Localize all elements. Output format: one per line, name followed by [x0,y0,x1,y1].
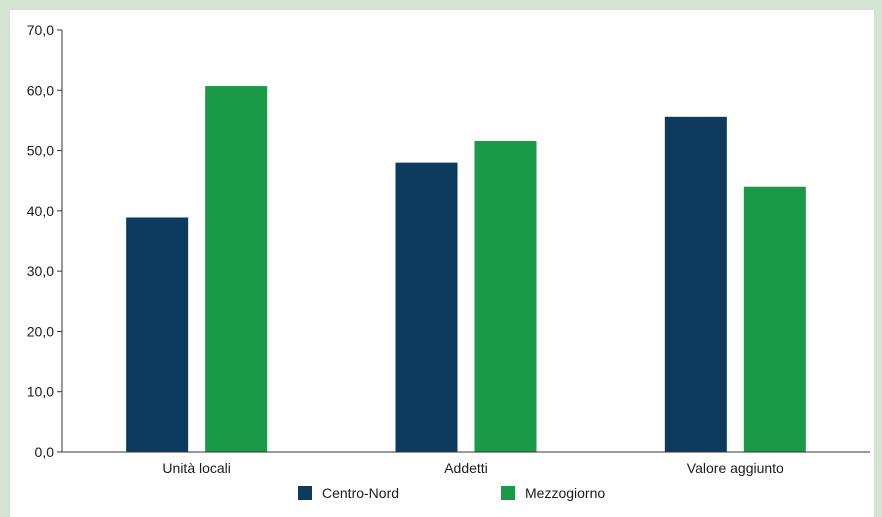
bar-centro-nord-2 [395,162,458,452]
bar-centro-nord-1 [126,217,189,452]
legend: Centro-Nord Mezzogiorno [298,485,605,501]
bar-mezzogiorno-3 [743,186,806,452]
y-axis: 0,0 10,0 20,0 30,0 40,0 50,0 60,0 70,0 [27,22,63,460]
y-tick-label: 40,0 [27,203,54,219]
bar-mezzogiorno-2 [474,140,537,452]
y-tick-label: 10,0 [27,384,54,400]
y-tick-label: 20,0 [27,323,54,339]
y-tick-label: 70,0 [27,22,54,38]
chart-panel: 0,0 10,0 20,0 30,0 40,0 50,0 60,0 70,0 Unità lo… [10,10,874,517]
x-category-label: Valore aggiunto [687,460,784,476]
legend-label: Mezzogiorno [525,485,605,501]
bar-mezzogiorno-1 [205,86,268,453]
bars [126,86,806,453]
x-category-label: Addetti [444,460,488,476]
x-category-label: Unità locali [162,460,230,476]
y-tick-label: 50,0 [27,143,54,159]
bar-chart: 0,0 10,0 20,0 30,0 40,0 50,0 60,0 70,0 Unità lo… [27,22,870,501]
y-tick-label: 60,0 [27,82,54,98]
legend-swatch [298,486,312,500]
bar-centro-nord-3 [664,116,727,452]
x-axis: Unità locali Addetti Valore aggiunto [62,451,870,476]
y-tick-label: 30,0 [27,263,54,279]
legend-swatch [501,486,515,500]
legend-label: Centro-Nord [322,485,399,501]
y-tick-label: 0,0 [35,444,55,460]
